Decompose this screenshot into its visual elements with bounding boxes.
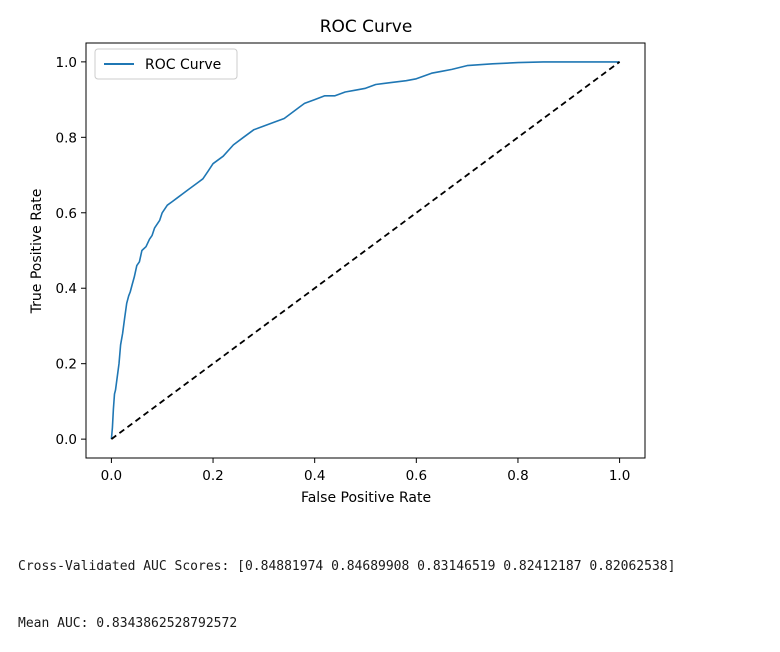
y-tick-label: 0.6 bbox=[56, 206, 77, 222]
x-tick-label: 0.4 bbox=[304, 468, 325, 484]
series-line-roc-curve bbox=[110, 61, 620, 440]
plot-frame bbox=[85, 42, 646, 459]
x-tick-label: 1.0 bbox=[609, 468, 630, 484]
chart-title: ROC Curve bbox=[320, 17, 413, 37]
y-tick-label: 0.8 bbox=[56, 130, 77, 146]
x-tick-label: 0.6 bbox=[406, 468, 427, 484]
legend: ROC Curve bbox=[94, 48, 238, 80]
x-tick-label: 0.2 bbox=[202, 468, 223, 484]
y-tick-label: 0.4 bbox=[56, 281, 77, 297]
mean-auc-text: Mean AUC: 0.8343862528792572 bbox=[18, 616, 238, 631]
legend-label-roc-curve: ROC Curve bbox=[145, 57, 221, 73]
x-axis-label: False Positive Rate bbox=[301, 490, 431, 506]
series-line-reference-diagonal bbox=[110, 61, 621, 440]
x-tick-label: 0.8 bbox=[507, 468, 528, 484]
y-tick-label: 1.0 bbox=[56, 55, 77, 71]
axis-ticks: 0.0 0.2 0.4 0.6 0.8 1.0 0.0 0.2 0.4 0.6 0.8 1.0 bbox=[56, 55, 631, 484]
plot-area bbox=[85, 42, 646, 459]
y-axis-label: True Positive Rate bbox=[29, 189, 45, 315]
console-output: Cross-Validated AUC Scores: [0.84881974 … bbox=[18, 519, 675, 652]
roc-chart: ROC Curve 0.0 0.2 0.4 0.6 0.8 1.0 0.0 0.2 0.4 0.6… bbox=[29, 17, 646, 506]
cv-auc-scores-text: Cross-Validated AUC Scores: [0.84881974 … bbox=[18, 559, 676, 574]
y-tick-label: 0.0 bbox=[56, 432, 77, 448]
y-tick-label: 0.2 bbox=[56, 357, 77, 373]
legend-frame bbox=[94, 48, 238, 80]
x-tick-label: 0.0 bbox=[101, 468, 122, 484]
